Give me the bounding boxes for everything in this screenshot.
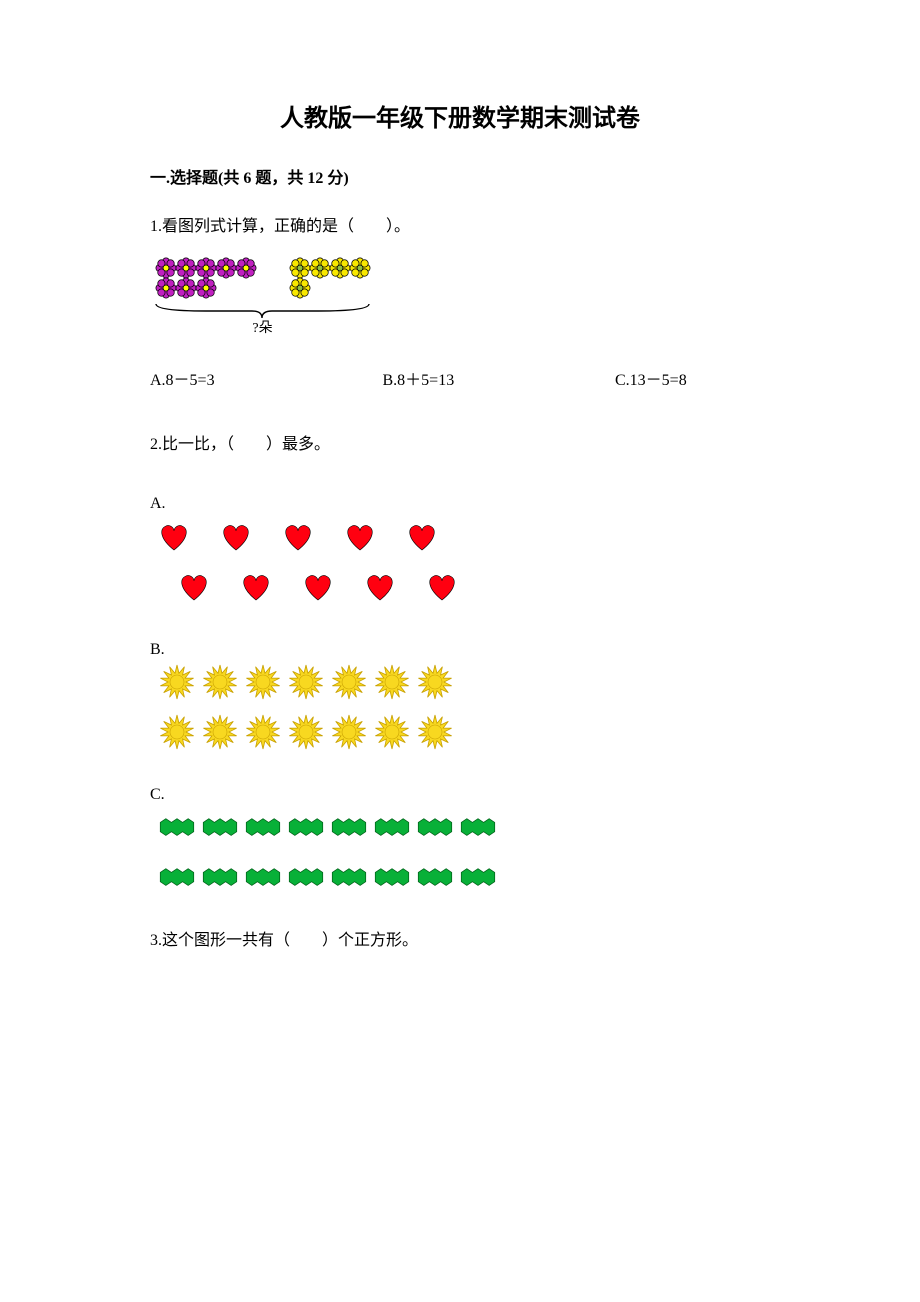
shape-icon bbox=[328, 862, 370, 894]
q1-figure: ?朵 bbox=[150, 258, 770, 340]
q1-option-c: C.13－5=8 bbox=[615, 368, 770, 394]
shape-icon bbox=[371, 716, 413, 748]
q1-bracket: ?朵 bbox=[150, 302, 375, 340]
shape-icon bbox=[199, 716, 241, 748]
shape-icon bbox=[285, 812, 327, 844]
shape-icon bbox=[156, 666, 198, 698]
shape-icon bbox=[371, 666, 413, 698]
page-title: 人教版一年级下册数学期末测试卷 bbox=[150, 100, 770, 138]
flower-icon bbox=[175, 277, 197, 299]
shape-icon bbox=[362, 571, 398, 603]
shape-icon bbox=[285, 862, 327, 894]
shape-icon bbox=[176, 571, 212, 603]
shape-icon bbox=[414, 666, 456, 698]
shape-icon bbox=[218, 521, 254, 553]
shape-icon bbox=[242, 716, 284, 748]
shape-icon bbox=[457, 862, 499, 894]
flower-icon bbox=[215, 257, 237, 279]
flower-icon bbox=[329, 257, 351, 279]
q1-option-a: A.8－5=3 bbox=[150, 368, 383, 394]
shape-icon bbox=[300, 571, 336, 603]
shape-icon bbox=[156, 862, 198, 894]
flower-icon bbox=[309, 257, 331, 279]
q2-a-label: A. bbox=[150, 491, 770, 517]
flower-icon bbox=[175, 257, 197, 279]
flower-icon bbox=[195, 257, 217, 279]
q2-b-label: B. bbox=[150, 637, 770, 663]
flower-icon bbox=[235, 257, 257, 279]
q2-option-a: A. bbox=[150, 491, 770, 603]
q2-b-rows bbox=[150, 666, 770, 748]
shape-icon bbox=[457, 812, 499, 844]
q2-b-row2 bbox=[156, 716, 770, 748]
shape-icon bbox=[285, 666, 327, 698]
q3-text: 3.这个图形一共有（ ）个正方形。 bbox=[150, 928, 770, 954]
section-heading: 一.选择题(共 6 题，共 12 分) bbox=[150, 166, 770, 192]
shape-icon bbox=[371, 862, 413, 894]
flower-icon bbox=[349, 257, 371, 279]
question-3: 3.这个图形一共有（ ）个正方形。 bbox=[150, 928, 770, 954]
q1-yellow-cluster bbox=[290, 258, 378, 298]
shape-icon bbox=[156, 521, 192, 553]
shape-icon bbox=[156, 716, 198, 748]
q2-c-row2 bbox=[156, 862, 770, 894]
q2-a-rows bbox=[150, 521, 770, 603]
flower-icon bbox=[289, 257, 311, 279]
q2-b-row1 bbox=[156, 666, 770, 698]
shape-icon bbox=[414, 812, 456, 844]
shape-icon bbox=[242, 862, 284, 894]
shape-icon bbox=[199, 862, 241, 894]
q2-c-label: C. bbox=[150, 782, 770, 808]
flower-icon bbox=[195, 277, 217, 299]
shape-icon bbox=[242, 666, 284, 698]
q1-flower-row bbox=[150, 258, 770, 298]
shape-icon bbox=[371, 812, 413, 844]
question-1: 1.看图列式计算，正确的是（ ）。 bbox=[150, 214, 770, 394]
shape-icon bbox=[328, 812, 370, 844]
q2-option-b: B. bbox=[150, 637, 770, 749]
q1-bracket-label: ?朵 bbox=[150, 318, 375, 340]
shape-icon bbox=[328, 716, 370, 748]
q1-purple-cluster bbox=[156, 258, 266, 298]
q2-c-row1 bbox=[156, 812, 770, 844]
shape-icon bbox=[424, 571, 460, 603]
q1-text: 1.看图列式计算，正确的是（ ）。 bbox=[150, 214, 770, 240]
shape-icon bbox=[328, 666, 370, 698]
q2-text: 2.比一比，（ ）最多。 bbox=[150, 432, 770, 458]
shape-icon bbox=[238, 571, 274, 603]
q2-c-rows bbox=[150, 812, 770, 894]
q2-a-row1 bbox=[156, 521, 770, 553]
shape-icon bbox=[414, 716, 456, 748]
shape-icon bbox=[404, 521, 440, 553]
shape-icon bbox=[156, 812, 198, 844]
question-2: 2.比一比，（ ）最多。 A. B. bbox=[150, 432, 770, 894]
shape-icon bbox=[414, 862, 456, 894]
shape-icon bbox=[280, 521, 316, 553]
shape-icon bbox=[242, 812, 284, 844]
shape-icon bbox=[199, 812, 241, 844]
q2-a-row2 bbox=[156, 571, 770, 603]
flower-icon bbox=[289, 277, 311, 299]
shape-icon bbox=[285, 716, 327, 748]
shape-icon bbox=[342, 521, 378, 553]
q2-option-c: C. bbox=[150, 782, 770, 894]
q1-option-b: B.8＋5=13 bbox=[383, 368, 616, 394]
shape-icon bbox=[199, 666, 241, 698]
flower-icon bbox=[155, 277, 177, 299]
q1-options: A.8－5=3 B.8＋5=13 C.13－5=8 bbox=[150, 368, 770, 394]
flower-icon bbox=[155, 257, 177, 279]
